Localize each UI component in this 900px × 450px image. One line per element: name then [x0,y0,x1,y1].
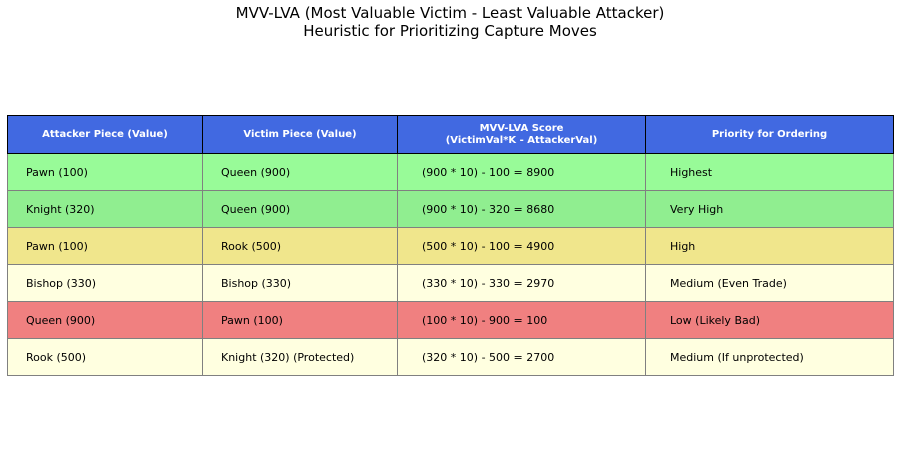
header-priority: Priority for Ordering [645,115,894,154]
cell-attacker: Queen (900) [7,301,203,339]
cell-priority: Medium (If unprotected) [645,338,894,376]
header-victim: Victim Piece (Value) [202,115,398,154]
chart-title-block: MVV-LVA (Most Valuable Victim - Least Va… [0,4,900,40]
cell-score: (320 * 10) - 500 = 2700 [397,338,646,376]
cell-attacker: Pawn (100) [7,227,203,265]
table-row: Pawn (100) Queen (900) (900 * 10) - 100 … [7,153,894,191]
table-row: Bishop (330) Bishop (330) (330 * 10) - 3… [7,264,894,302]
cell-victim: Knight (320) (Protected) [202,338,398,376]
cell-score: (900 * 10) - 100 = 8900 [397,153,646,191]
cell-priority: Medium (Even Trade) [645,264,894,302]
cell-attacker: Rook (500) [7,338,203,376]
chart-title: MVV-LVA (Most Valuable Victim - Least Va… [235,4,665,22]
cell-victim: Pawn (100) [202,301,398,339]
mvv-lva-table: Attacker Piece (Value) Victim Piece (Val… [7,115,894,376]
chart-subtitle: Heuristic for Prioritizing Capture Moves [303,21,597,40]
cell-priority: Low (Likely Bad) [645,301,894,339]
header-score: MVV-LVA Score (VictimVal*K - AttackerVal… [397,115,646,154]
cell-score: (500 * 10) - 100 = 4900 [397,227,646,265]
cell-score: (100 * 10) - 900 = 100 [397,301,646,339]
header-row: Attacker Piece (Value) Victim Piece (Val… [7,115,894,154]
header-attacker: Attacker Piece (Value) [7,115,203,154]
cell-attacker: Bishop (330) [7,264,203,302]
table-row: Rook (500) Knight (320) (Protected) (320… [7,338,894,376]
cell-priority: Very High [645,190,894,228]
cell-score: (900 * 10) - 320 = 8680 [397,190,646,228]
cell-victim: Bishop (330) [202,264,398,302]
cell-score: (330 * 10) - 330 = 2970 [397,264,646,302]
cell-victim: Queen (900) [202,153,398,191]
cell-priority: High [645,227,894,265]
cell-attacker: Pawn (100) [7,153,203,191]
cell-attacker: Knight (320) [7,190,203,228]
table-row: Queen (900) Pawn (100) (100 * 10) - 900 … [7,301,894,339]
cell-priority: Highest [645,153,894,191]
table-row: Knight (320) Queen (900) (900 * 10) - 32… [7,190,894,228]
cell-victim: Queen (900) [202,190,398,228]
cell-victim: Rook (500) [202,227,398,265]
table-row: Pawn (100) Rook (500) (500 * 10) - 100 =… [7,227,894,265]
